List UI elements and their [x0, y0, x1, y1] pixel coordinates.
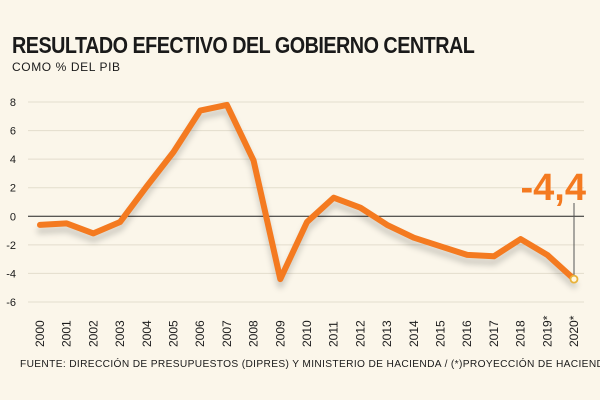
series-line — [37, 101, 577, 283]
x-tick-label: 2012 — [353, 320, 367, 347]
x-tick-label: 2000 — [33, 320, 47, 347]
x-tick-label: 2010 — [300, 320, 314, 347]
chart-subtitle: COMO % DEL PIB — [12, 60, 121, 74]
y-tick-label: 8 — [10, 97, 16, 109]
x-tick-label: 2008 — [247, 320, 261, 347]
x-tick-label: 2001 — [60, 320, 74, 347]
annotation-marker — [569, 274, 579, 284]
y-tick-labels: -6 -4 -2 0 2 4 6 8 — [6, 97, 16, 309]
x-tick-label: 2015 — [434, 320, 448, 347]
y-tick-label: 0 — [10, 211, 16, 223]
y-tick-label: 4 — [10, 154, 16, 166]
y-tick-label: -6 — [6, 297, 16, 309]
y-tick-label: -2 — [6, 240, 16, 252]
x-tick-label: 2013 — [380, 320, 394, 347]
x-tick-label: 2006 — [193, 320, 207, 347]
x-tick-label: 2020* — [567, 315, 581, 347]
x-tick-label: 2005 — [167, 320, 181, 347]
x-tick-label: 2007 — [220, 320, 234, 347]
x-tick-label: 2014 — [407, 320, 421, 347]
x-tick-label: 2002 — [86, 320, 100, 347]
x-tick-label: 2018 — [514, 320, 528, 347]
y-tick-label: 6 — [10, 126, 16, 138]
y-tick-label: -4 — [6, 268, 16, 280]
x-tick-label: 2016 — [460, 320, 474, 347]
x-tick-label: 2019* — [540, 315, 554, 347]
annotation-label: -4,4 — [521, 167, 586, 209]
x-tick-label: 2004 — [140, 320, 154, 347]
x-tick-label: 2011 — [327, 321, 341, 347]
series — [36, 101, 578, 289]
annotation: -4,4 — [521, 167, 586, 284]
y-tick-label: 2 — [10, 183, 16, 195]
grid-lines — [28, 101, 584, 303]
source-note: FUENTE: DIRECCIÓN DE PRESUPUESTOS (DIPRE… — [20, 359, 600, 370]
x-tick-label: 2009 — [273, 320, 287, 347]
x-tick-label: 2003 — [113, 320, 127, 347]
x-tick-labels: 2000 2001 2002 2003 2004 2005 2006 2007 2008 2009… — [33, 315, 581, 347]
chart-title: RESULTADO EFECTIVO DEL GOBIERNO CENTRAL — [12, 32, 475, 58]
x-tick-label: 2017 — [487, 320, 501, 347]
